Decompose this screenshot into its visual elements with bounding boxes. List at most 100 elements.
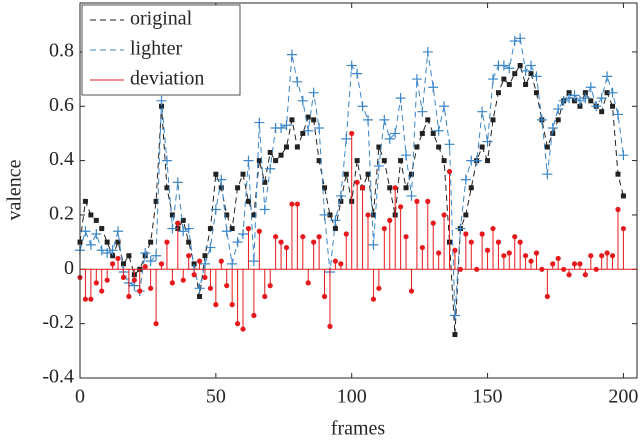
marker	[555, 255, 561, 262]
x-tick-label: 50	[206, 386, 226, 408]
marker	[544, 293, 550, 300]
marker	[615, 206, 621, 213]
marker	[512, 71, 518, 77]
marker	[495, 90, 501, 96]
marker	[180, 277, 186, 283]
marker	[384, 133, 395, 144]
marker	[338, 261, 344, 267]
marker	[577, 261, 583, 267]
marker	[303, 125, 314, 136]
marker	[436, 250, 442, 256]
marker	[408, 171, 414, 177]
marker	[528, 71, 534, 77]
marker	[430, 130, 436, 136]
marker	[256, 158, 262, 164]
marker	[322, 185, 328, 191]
marker	[186, 253, 192, 259]
marker	[278, 152, 284, 158]
marker	[227, 258, 238, 269]
marker	[387, 185, 393, 191]
y-tick-label: 0.2	[49, 203, 74, 225]
legend-label: lighter	[130, 38, 183, 60]
marker	[327, 323, 333, 329]
marker	[254, 117, 265, 128]
marker	[113, 226, 124, 237]
marker	[433, 125, 444, 136]
marker	[99, 226, 105, 232]
marker	[172, 177, 183, 188]
marker	[403, 234, 409, 240]
marker	[463, 231, 469, 237]
marker	[199, 258, 210, 269]
marker	[80, 226, 91, 237]
marker	[498, 60, 509, 71]
marker	[131, 277, 137, 283]
marker	[373, 161, 384, 172]
marker	[533, 250, 540, 256]
marker	[533, 90, 539, 96]
marker	[596, 93, 607, 104]
marker	[229, 302, 235, 308]
marker	[526, 60, 537, 71]
marker	[267, 149, 273, 155]
marker	[327, 212, 333, 218]
marker	[259, 204, 270, 215]
marker	[158, 261, 165, 267]
marker	[446, 168, 453, 175]
y-tick-label: 0.6	[49, 94, 74, 116]
marker	[580, 93, 591, 104]
marker	[517, 239, 523, 245]
marker	[468, 239, 474, 245]
marker	[403, 185, 409, 191]
marker	[506, 250, 512, 256]
marker	[175, 220, 181, 226]
marker	[196, 258, 203, 264]
marker	[104, 239, 110, 245]
x-axis-label: frames	[331, 418, 386, 440]
marker	[582, 90, 588, 96]
marker	[349, 130, 355, 137]
marker	[425, 198, 431, 204]
marker	[96, 245, 107, 256]
marker	[207, 226, 213, 232]
marker	[126, 253, 132, 259]
marker	[343, 171, 349, 177]
marker	[406, 190, 417, 201]
marker	[164, 239, 170, 245]
marker	[618, 150, 629, 161]
marker	[278, 239, 284, 245]
marker	[468, 185, 474, 191]
marker	[376, 144, 382, 150]
marker	[126, 293, 132, 300]
marker	[256, 228, 262, 234]
marker	[585, 82, 596, 93]
marker	[555, 117, 561, 123]
marker	[235, 185, 241, 191]
marker	[620, 193, 626, 199]
marker	[452, 247, 458, 253]
marker	[439, 101, 450, 112]
marker	[210, 204, 221, 215]
marker	[460, 174, 471, 185]
marker	[544, 144, 550, 150]
marker	[297, 95, 308, 106]
marker	[191, 272, 197, 278]
marker	[238, 228, 249, 239]
marker	[550, 130, 556, 136]
marker	[401, 150, 412, 161]
marker	[308, 87, 319, 98]
marker	[604, 90, 610, 96]
marker	[501, 76, 507, 82]
marker	[620, 225, 627, 232]
marker	[354, 179, 360, 185]
marker	[441, 212, 447, 218]
marker	[332, 258, 339, 264]
marker	[283, 144, 289, 150]
marker	[88, 296, 94, 302]
marker	[164, 185, 170, 191]
marker	[582, 272, 588, 278]
marker	[120, 274, 127, 281]
marker	[167, 223, 178, 234]
marker	[243, 155, 254, 166]
marker	[104, 277, 110, 283]
